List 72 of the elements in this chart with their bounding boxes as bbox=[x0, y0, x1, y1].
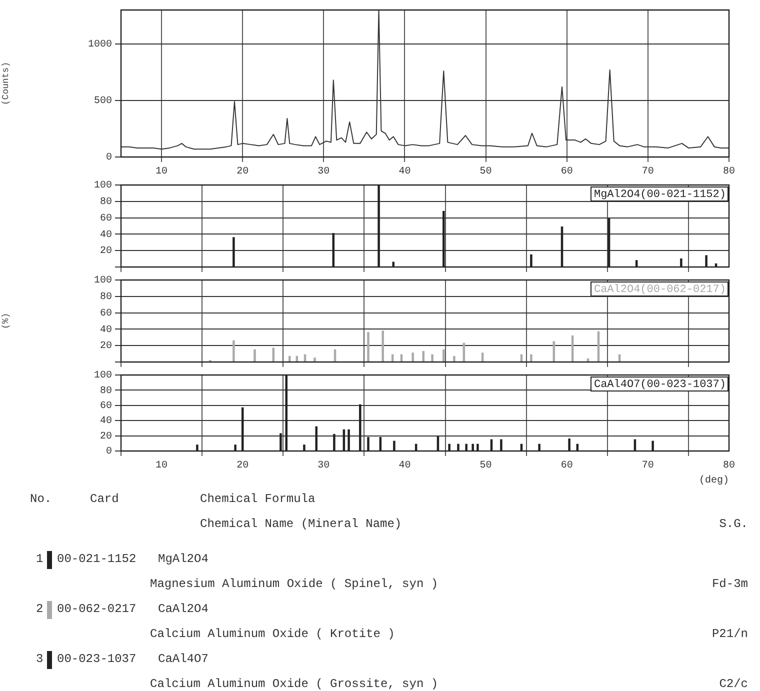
text: 1 bbox=[36, 552, 44, 566]
bar bbox=[412, 352, 414, 362]
y-tick-label: 60 bbox=[100, 401, 112, 412]
bar bbox=[367, 332, 370, 362]
x-tick-label: 70 bbox=[642, 166, 654, 178]
x-tick-label: 20 bbox=[236, 460, 249, 472]
x-tick-label: 60 bbox=[560, 460, 573, 472]
text: Chemical Name (Mineral Name) bbox=[200, 517, 402, 531]
y-tick-label: 100 bbox=[94, 180, 112, 192]
bar bbox=[422, 351, 425, 362]
annotation: CaAl2O4(00-062-0217) bbox=[594, 284, 726, 296]
y-tick-label: 60 bbox=[100, 213, 112, 224]
x-tick-label: 50 bbox=[480, 460, 492, 472]
text: Chemical Formula bbox=[200, 492, 316, 506]
annotation: MgAl2O4(00-021-1152) bbox=[594, 188, 726, 201]
y-tick-label: 20 bbox=[100, 431, 112, 442]
x-tick-label: 30 bbox=[318, 166, 330, 178]
bar bbox=[382, 330, 384, 362]
y-tick-label: 40 bbox=[100, 324, 112, 336]
text: Calcium Aluminum Oxide ( Krotite ) bbox=[150, 627, 395, 641]
text: Card bbox=[90, 492, 119, 506]
x-tick-label: 10 bbox=[156, 166, 168, 178]
y-tick-label: 1000 bbox=[88, 40, 112, 51]
y-axis-title: (%) bbox=[0, 312, 11, 330]
x-tick-label: 60 bbox=[560, 166, 573, 178]
x-tick-label: 20 bbox=[236, 166, 249, 178]
x-tick-label: 80 bbox=[722, 460, 736, 472]
text: P21/n bbox=[712, 627, 748, 641]
y-tick-label: 40 bbox=[100, 416, 112, 428]
text: CaAl4O7 bbox=[158, 652, 208, 666]
y-tick-label: 80 bbox=[100, 386, 112, 397]
text: 3 bbox=[36, 652, 44, 666]
bar bbox=[232, 340, 235, 362]
x-tick-label: 80 bbox=[722, 166, 736, 178]
y-tick-label: 20 bbox=[100, 246, 112, 258]
y-axis-title: (Counts) bbox=[0, 62, 11, 106]
text: No. bbox=[30, 492, 52, 506]
y-tick-label: 0 bbox=[106, 446, 112, 458]
x-tick-label: 40 bbox=[398, 166, 411, 178]
y-tick-label: 20 bbox=[100, 341, 112, 352]
text: Calcium Aluminum Oxide ( Grossite, syn ) bbox=[150, 677, 438, 691]
text: S.G. bbox=[719, 517, 748, 531]
x-tick-label: 70 bbox=[642, 460, 654, 472]
y-tick-label: 80 bbox=[100, 292, 112, 304]
x-tick-label: 50 bbox=[480, 166, 492, 178]
y-tick-label: 500 bbox=[94, 96, 112, 108]
bar bbox=[254, 349, 256, 362]
bar bbox=[453, 356, 456, 362]
y-tick-label: 40 bbox=[100, 230, 112, 241]
text: C2/c bbox=[719, 677, 748, 691]
y-tick-label: 100 bbox=[94, 276, 112, 287]
bar bbox=[314, 358, 316, 362]
text: MgAl2O4 bbox=[158, 552, 208, 566]
y-tick-label: 80 bbox=[100, 197, 112, 208]
text: 00-021-1152 bbox=[57, 552, 136, 566]
y-tick-label: 0 bbox=[106, 152, 112, 164]
x-axis-title: (deg) bbox=[698, 474, 729, 487]
text: Fd-3m bbox=[712, 577, 748, 591]
x-tick-label: 10 bbox=[156, 460, 168, 472]
y-tick-label: 60 bbox=[100, 308, 112, 320]
y-tick-label: 100 bbox=[94, 370, 112, 382]
text: 2 bbox=[36, 602, 44, 616]
text: Magnesium Aluminum Oxide ( Spinel, syn ) bbox=[150, 577, 438, 591]
bar bbox=[530, 354, 532, 362]
x-tick-label: 40 bbox=[398, 460, 411, 472]
x-tick-label: 30 bbox=[318, 460, 330, 472]
bar bbox=[442, 349, 445, 362]
text: 00-062-0217 bbox=[57, 602, 136, 616]
bar bbox=[431, 354, 434, 362]
annotation: CaAl4O7(00-023-1037) bbox=[594, 378, 726, 391]
text: 00-023-1037 bbox=[57, 652, 136, 666]
text: CaAl2O4 bbox=[158, 602, 208, 616]
